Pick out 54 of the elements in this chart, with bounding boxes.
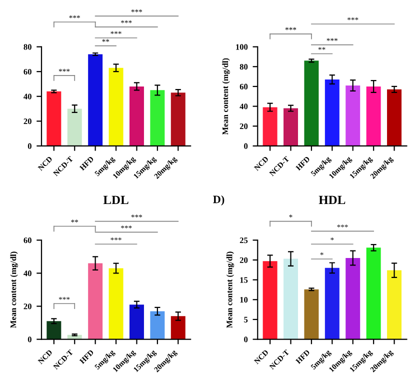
y-tick-label: 0 [244,143,248,149]
bar [88,263,103,340]
y-axis-title: Mean content (mg/dl) [226,252,234,328]
y-axis-title: Mean content (mg/dl) [222,58,230,135]
y-tick-label: 25 [240,238,248,244]
bar [150,90,165,146]
bar [88,54,103,146]
bar [108,268,124,340]
y-tick-label: 80 [240,64,248,70]
y-tick-label: 100 [236,44,248,50]
y-tick-label: 0 [28,143,32,149]
bar [324,268,340,340]
bar [346,85,360,146]
y-axis-title: Mean content (mg/dl) [10,252,18,328]
bar [129,86,144,146]
bar [262,261,278,340]
y-tick-label: 20 [240,123,248,130]
y-tick-label: 20 [24,118,32,124]
y-tick-label: 20 [24,304,32,310]
bar [346,258,360,340]
bar [304,289,319,340]
bar [304,60,319,146]
y-tick-label: 80 [24,44,32,50]
bar [46,321,62,340]
bar [67,108,82,146]
bar [150,311,165,340]
y-tick-label: 5 [244,316,248,322]
bar [387,270,402,340]
bar [324,80,340,146]
bar [284,258,298,340]
y-tick-label: 20 [240,257,248,263]
bar [129,304,144,340]
chart-title: HDL [318,196,346,204]
bar [170,92,186,146]
bar [366,248,381,340]
y-tick-label: 40 [240,104,248,110]
bar [108,68,124,146]
y-tick-label: 40 [24,270,32,276]
y-tick-label: 10 [240,296,248,303]
y-tick-label: 60 [24,68,32,75]
y-tick-label: 40 [24,94,32,100]
y-tick-label: 0 [244,336,248,342]
bar [262,107,278,146]
text: D) [213,195,224,206]
y-tick-label: 0 [28,336,32,342]
bar [366,86,381,146]
y-tick-label: 60 [240,84,248,90]
chart-title: LDL [103,196,128,204]
bar [284,108,298,146]
bar [170,316,186,340]
bar [387,89,402,146]
y-tick-label: 15 [240,277,248,283]
bar [46,91,62,146]
y-tick-label: 60 [24,237,32,244]
